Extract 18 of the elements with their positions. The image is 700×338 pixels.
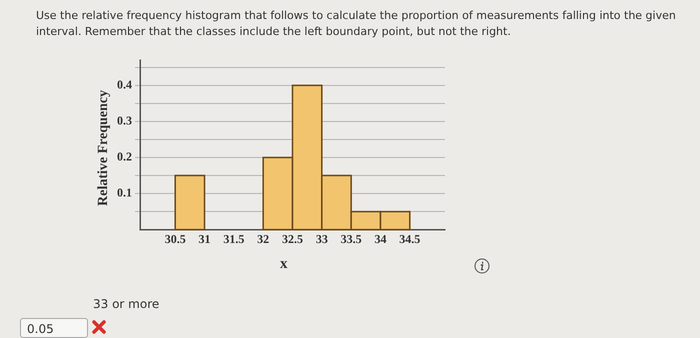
text: 0.05 <box>20 318 88 338</box>
x-tick-label: 33 <box>316 232 328 246</box>
x-tick-label: 31.5 <box>223 232 244 246</box>
x-tick-label: 32.5 <box>282 232 303 246</box>
x-tick-label: 33.5 <box>340 232 362 246</box>
y-axis-title: Relative Frequency <box>96 89 112 208</box>
y-tick-label: 0.2 <box>117 150 132 164</box>
x-axis-title: x <box>280 256 288 273</box>
y-tick-label: 0.4 <box>117 78 132 92</box>
text: 33 or more <box>93 297 160 311</box>
x-tick-label: 30.5 <box>164 232 186 246</box>
x-tick-label: 34 <box>374 232 386 246</box>
x-tick-label: 34.5 <box>399 232 420 246</box>
y-tick-label: 0.3 <box>117 114 132 128</box>
x-tick-label: 31 <box>198 232 211 246</box>
y-tick-label: 0.1 <box>117 186 132 200</box>
x-tick-label: 32 <box>257 232 270 246</box>
chart-title: Use the relative frequency histogram that follows to calculate the proportion of measurements falling into the given interval. Remember that the classes include the left boundary point, but not the right. <box>36 8 677 40</box>
